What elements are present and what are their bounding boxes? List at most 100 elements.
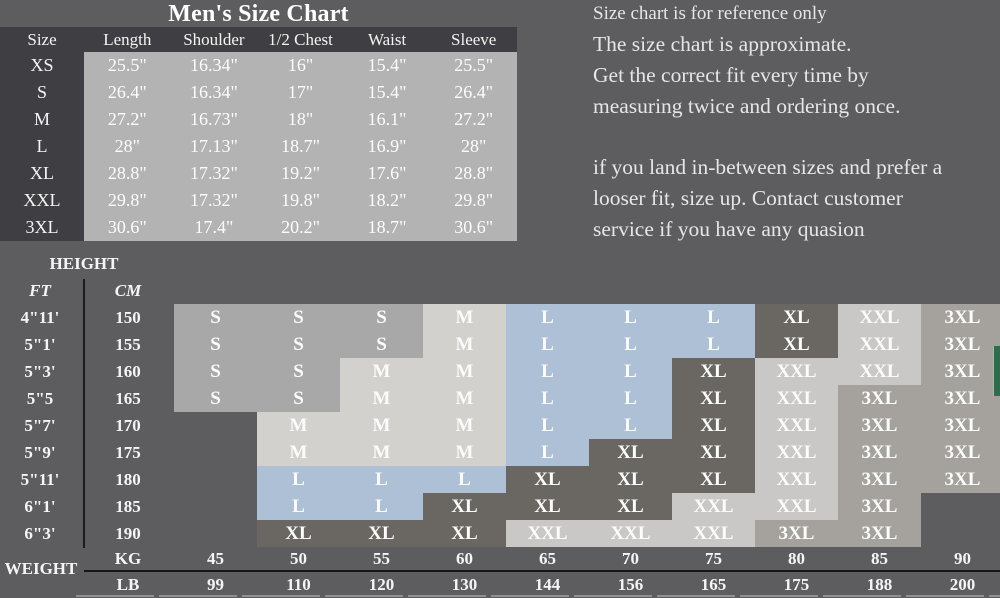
matrix-cell: L — [506, 412, 589, 439]
note-line: Get the correct fit every time by — [593, 63, 869, 87]
height-cm-value: 150 — [115, 308, 141, 327]
size-table-cell: 27.2" — [84, 106, 171, 133]
height-ft-value: 6"1' — [24, 497, 56, 516]
size-row-label: XL — [30, 163, 54, 183]
matrix-cell: XXL — [755, 385, 838, 412]
matrix-cell: L — [257, 466, 340, 493]
matrix-cell: M — [423, 439, 506, 466]
size-table-header-cell: Sleeve — [451, 29, 497, 49]
matrix-cell: M — [340, 412, 423, 439]
matrix-cell: 3XL — [921, 385, 1000, 412]
matrix-cell: XL — [672, 385, 755, 412]
matrix-cell: L — [506, 439, 589, 466]
matrix-cell — [174, 412, 257, 439]
matrix-cell — [921, 520, 1000, 547]
weight-lb-value: 165 — [700, 575, 727, 594]
matrix-cell: M — [423, 358, 506, 385]
matrix-cell: L — [672, 304, 755, 331]
size-table-cell: 28.8" — [84, 160, 171, 187]
height-cm-value: 165 — [115, 389, 141, 408]
matrix-cell: XXL — [755, 439, 838, 466]
size-table-cell: 20.2" — [257, 214, 344, 241]
matrix-cell: L — [589, 304, 672, 331]
size-table-cell: 28" — [84, 133, 171, 160]
matrix-cell — [174, 493, 257, 520]
size-table: Size Length Shoulder 1/2 Chest Waist Sleeve XS… — [0, 27, 517, 241]
weight-kg-value: 55 — [373, 548, 390, 568]
matrix-cell: XL — [755, 304, 838, 331]
matrix-cell: M — [423, 304, 506, 331]
height-ft-value: 5"3' — [24, 362, 56, 381]
height-label: HEIGHT — [49, 254, 119, 273]
size-table-cell: 30.6" — [84, 214, 171, 241]
matrix-cell: S — [174, 385, 257, 412]
size-table-cell: 18.2" — [343, 187, 431, 214]
weight-kg-row: 45 50 55 60 65 70 75 80 85 90 — [174, 546, 1000, 571]
size-table-cell: 26.4" — [84, 79, 171, 106]
matrix-cell: XXL — [838, 358, 921, 385]
matrix-cell: XL — [672, 412, 755, 439]
bottom-edge-ticks — [76, 595, 1000, 597]
size-table-cell: 16.34" — [170, 79, 258, 106]
notes-paragraph-1: The size chart is approximate. Get the co… — [593, 29, 997, 122]
matrix-cell — [174, 466, 257, 493]
height-cm-value: 180 — [115, 470, 141, 489]
matrix-cell: XL — [257, 520, 340, 547]
ft-column-label: FT — [29, 281, 51, 300]
matrix-cell: XL — [672, 439, 755, 466]
size-row-label: 3XL — [25, 217, 59, 237]
matrix-cell: XL — [672, 466, 755, 493]
matrix-cell: XXL — [755, 493, 838, 520]
size-table-cell: 29.8" — [430, 187, 517, 214]
size-table-cell: 16.9" — [343, 133, 431, 160]
weight-kg-value: 75 — [705, 548, 722, 568]
size-table-cell: 17" — [257, 79, 344, 106]
size-table-cell: 16" — [257, 52, 344, 79]
matrix-cell: XXL — [755, 412, 838, 439]
note-line: service if you have any quasion — [593, 217, 865, 241]
size-table-cell: 16.1" — [343, 106, 431, 133]
matrix-cell: XXL — [506, 520, 589, 547]
notes-paragraph-2: if you land in-between sizes and prefer … — [593, 152, 997, 245]
weight-lb-row: 99 110 120 130 144 156 165 175 188 200 — [174, 572, 1000, 598]
matrix-cell: XXL — [838, 331, 921, 358]
weight-label: WEIGHT — [4, 559, 78, 578]
height-ft-value: 5"7' — [24, 416, 56, 435]
matrix-cell: M — [423, 331, 506, 358]
weight-lb-value: 144 — [534, 575, 561, 594]
weight-lb-value: 188 — [866, 575, 893, 594]
height-cm-value: 170 — [115, 416, 141, 435]
notes-panel: Size chart is for reference only The siz… — [593, 0, 997, 245]
matrix-cell — [921, 493, 1000, 520]
size-table-header-cell: Length — [103, 29, 152, 49]
matrix-cell: 3XL — [838, 385, 921, 412]
matrix-cell: XL — [589, 439, 672, 466]
size-table-cell: 18.7" — [343, 214, 431, 241]
weight-kg-value: 85 — [871, 548, 888, 568]
matrix-cell: L — [506, 331, 589, 358]
size-table-cell: 18.7" — [257, 133, 344, 160]
matrix-cell: XXL — [755, 466, 838, 493]
size-row-label: XXL — [23, 190, 61, 210]
ft-cm-divider-line — [83, 279, 85, 548]
size-table-cell: 17.4" — [170, 214, 258, 241]
size-table-cell: 17.13" — [170, 133, 258, 160]
size-table-cell: 17.32" — [170, 160, 258, 187]
matrix-cell: M — [340, 439, 423, 466]
matrix-cell: S — [257, 358, 340, 385]
matrix-cell: XXL — [672, 520, 755, 547]
weight-kg-value: 70 — [622, 548, 639, 568]
cm-column-label: CM — [114, 281, 142, 300]
size-table-cell: 15.4" — [343, 79, 431, 106]
matrix-cell: 3XL — [838, 493, 921, 520]
height-cm-value: 175 — [115, 443, 141, 462]
size-table-cell: 26.4" — [430, 79, 517, 106]
matrix-cell: S — [257, 304, 340, 331]
matrix-cell: XL — [755, 331, 838, 358]
note-line: measuring twice and ordering once. — [593, 94, 901, 118]
matrix-cell: S — [257, 385, 340, 412]
weight-lb-value: 130 — [451, 575, 478, 594]
size-table-cell: 30.6" — [430, 214, 517, 241]
weight-kg-value: 45 — [207, 548, 224, 568]
matrix-cell: 3XL — [921, 358, 1000, 385]
